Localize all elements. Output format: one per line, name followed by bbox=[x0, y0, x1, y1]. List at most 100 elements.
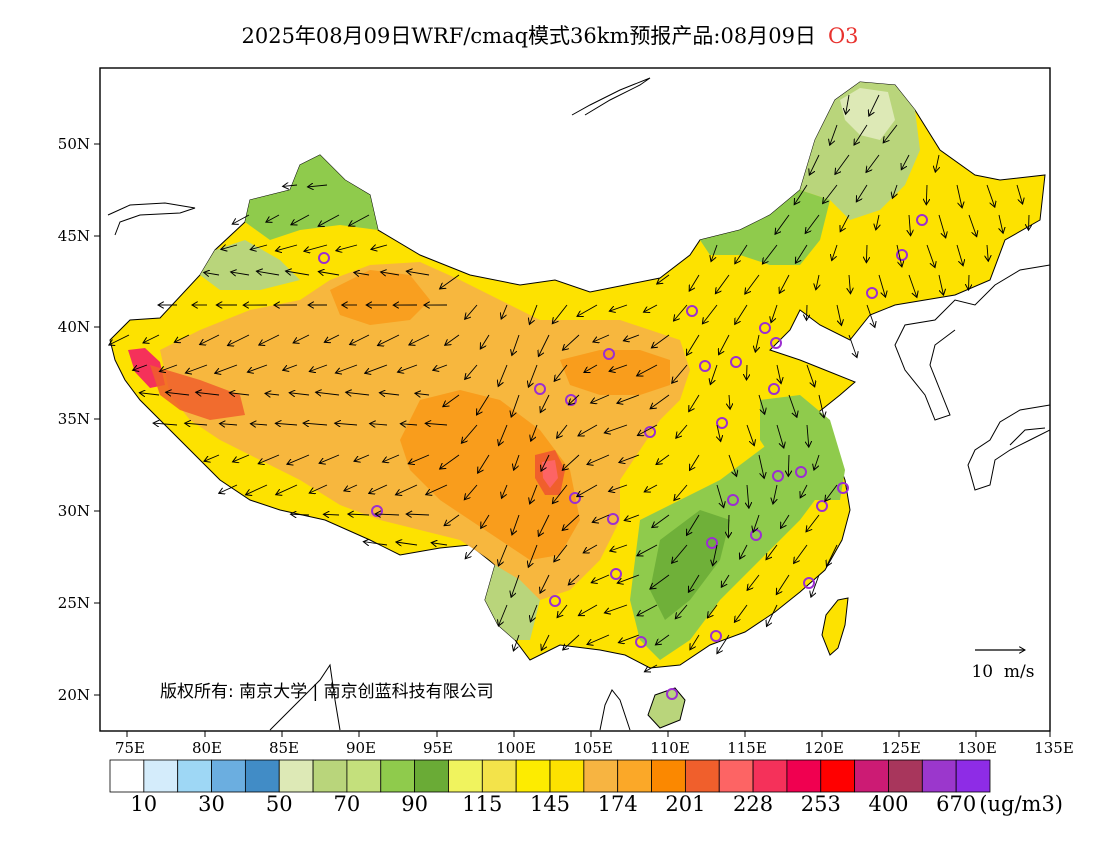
wind-arrow bbox=[777, 364, 781, 384]
wind-arrow bbox=[657, 274, 670, 284]
wind-reference-label: 10 m/s bbox=[971, 662, 1034, 682]
wind-arrow bbox=[717, 424, 721, 442]
lon-label: 85E bbox=[269, 739, 299, 757]
colorbar bbox=[109, 759, 991, 793]
wind-arrow bbox=[540, 394, 550, 413]
wind-arrow bbox=[878, 274, 886, 297]
wind-arrow bbox=[711, 244, 718, 262]
wind-arrow bbox=[431, 543, 448, 545]
lat-label: 25N bbox=[58, 594, 90, 612]
colorbar-swatch bbox=[278, 759, 314, 793]
station-marker bbox=[770, 337, 782, 349]
wind-arrow bbox=[266, 214, 280, 222]
wind-arrow bbox=[656, 454, 670, 465]
wind-arrow bbox=[755, 334, 759, 352]
wind-arrow bbox=[530, 604, 538, 622]
wind-arrow bbox=[854, 124, 868, 145]
wind-arrow bbox=[480, 334, 490, 349]
wind-arrow bbox=[557, 604, 568, 618]
colorbar-swatch bbox=[718, 759, 754, 793]
wind-arrow bbox=[185, 364, 208, 373]
lon-label: 115E bbox=[727, 739, 767, 757]
wind-arrow bbox=[406, 271, 430, 275]
wind-arrow bbox=[807, 304, 808, 320]
wind-arrow bbox=[563, 634, 580, 650]
wind-arrow bbox=[256, 271, 280, 275]
colorbar-swatch bbox=[617, 759, 652, 793]
wind-arrow bbox=[811, 574, 820, 597]
wind-arrow bbox=[318, 214, 340, 226]
wind-arrow bbox=[968, 214, 977, 237]
wind-arrow bbox=[552, 484, 568, 504]
lat-label: 40N bbox=[58, 318, 90, 336]
wind-arrow bbox=[987, 244, 988, 261]
wind-arrow bbox=[938, 214, 946, 238]
wind-arrow bbox=[1029, 214, 1030, 230]
wind-arrow bbox=[378, 334, 400, 346]
wind-arrow bbox=[530, 484, 538, 504]
wind-arrow bbox=[538, 334, 550, 357]
station-marker bbox=[768, 383, 780, 395]
wind-arrow bbox=[618, 634, 640, 643]
wind-arrow bbox=[554, 544, 568, 562]
wind-arrow bbox=[676, 424, 688, 438]
wind-arrow bbox=[623, 334, 640, 341]
lat-label: 50N bbox=[58, 135, 90, 153]
wind-arrow bbox=[498, 544, 508, 566]
colorbar-swatch bbox=[312, 759, 348, 793]
wind-arrow bbox=[308, 185, 328, 187]
wind-arrow bbox=[512, 514, 520, 535]
wind-arrow bbox=[465, 304, 478, 319]
wind-arrow bbox=[502, 484, 508, 498]
wind-arrow bbox=[408, 454, 430, 464]
wind-arrow bbox=[371, 245, 388, 249]
station-marker bbox=[635, 636, 647, 648]
wind-arrow bbox=[464, 484, 478, 500]
wind-arrow bbox=[776, 574, 790, 595]
wind-arrow bbox=[721, 574, 730, 587]
wind-arrow bbox=[166, 392, 190, 395]
wind-arrow bbox=[762, 244, 778, 264]
colorbar-swatch bbox=[583, 759, 619, 793]
wind-arrow bbox=[554, 364, 568, 381]
station-marker bbox=[607, 513, 619, 525]
wind-arrow bbox=[619, 454, 640, 463]
colorbar-swatch bbox=[786, 759, 822, 793]
wind-arrow bbox=[846, 94, 849, 114]
wind-arrow bbox=[926, 184, 927, 205]
taiwan-region bbox=[821, 597, 849, 656]
wind-arrow bbox=[690, 454, 700, 470]
wind-arrow bbox=[825, 484, 838, 501]
wind-arrow bbox=[383, 454, 400, 462]
colorbar-label: 201 bbox=[665, 792, 705, 816]
wind-arrow bbox=[291, 214, 310, 225]
station-marker bbox=[803, 577, 815, 589]
wind-arrow bbox=[562, 454, 580, 470]
lat-label: 35N bbox=[58, 410, 90, 428]
wind-arrow bbox=[689, 274, 700, 291]
wind-arrow bbox=[396, 542, 418, 545]
wind-arrow bbox=[265, 393, 280, 395]
colorbar-swatch bbox=[854, 759, 889, 793]
lon-label: 100E bbox=[496, 739, 536, 757]
wind-arrow bbox=[396, 484, 418, 495]
wind-arrow bbox=[541, 454, 550, 471]
station-marker bbox=[610, 568, 622, 580]
lat-axis-labels: 20N 25N 30N 35N 40N 45N 50N bbox=[58, 135, 90, 704]
wind-arrow bbox=[335, 364, 358, 373]
colorbar-swatch bbox=[651, 759, 686, 793]
wind-arrow bbox=[231, 272, 250, 275]
wind-arrow bbox=[832, 244, 838, 261]
wind-arrow bbox=[323, 514, 340, 515]
station-marker bbox=[569, 492, 581, 504]
wind-arrow bbox=[276, 484, 298, 495]
wind-arrow bbox=[540, 574, 550, 593]
wind-arrow bbox=[644, 664, 658, 672]
wind-arrow bbox=[771, 304, 778, 323]
pollutant-species: O3 bbox=[827, 24, 859, 48]
wind-arrow bbox=[592, 514, 610, 522]
colorbar-swatch bbox=[414, 759, 449, 793]
wind-arrow bbox=[637, 604, 658, 616]
station-marker bbox=[727, 494, 739, 506]
ozone-zone-low-northeast-2 bbox=[840, 88, 895, 140]
